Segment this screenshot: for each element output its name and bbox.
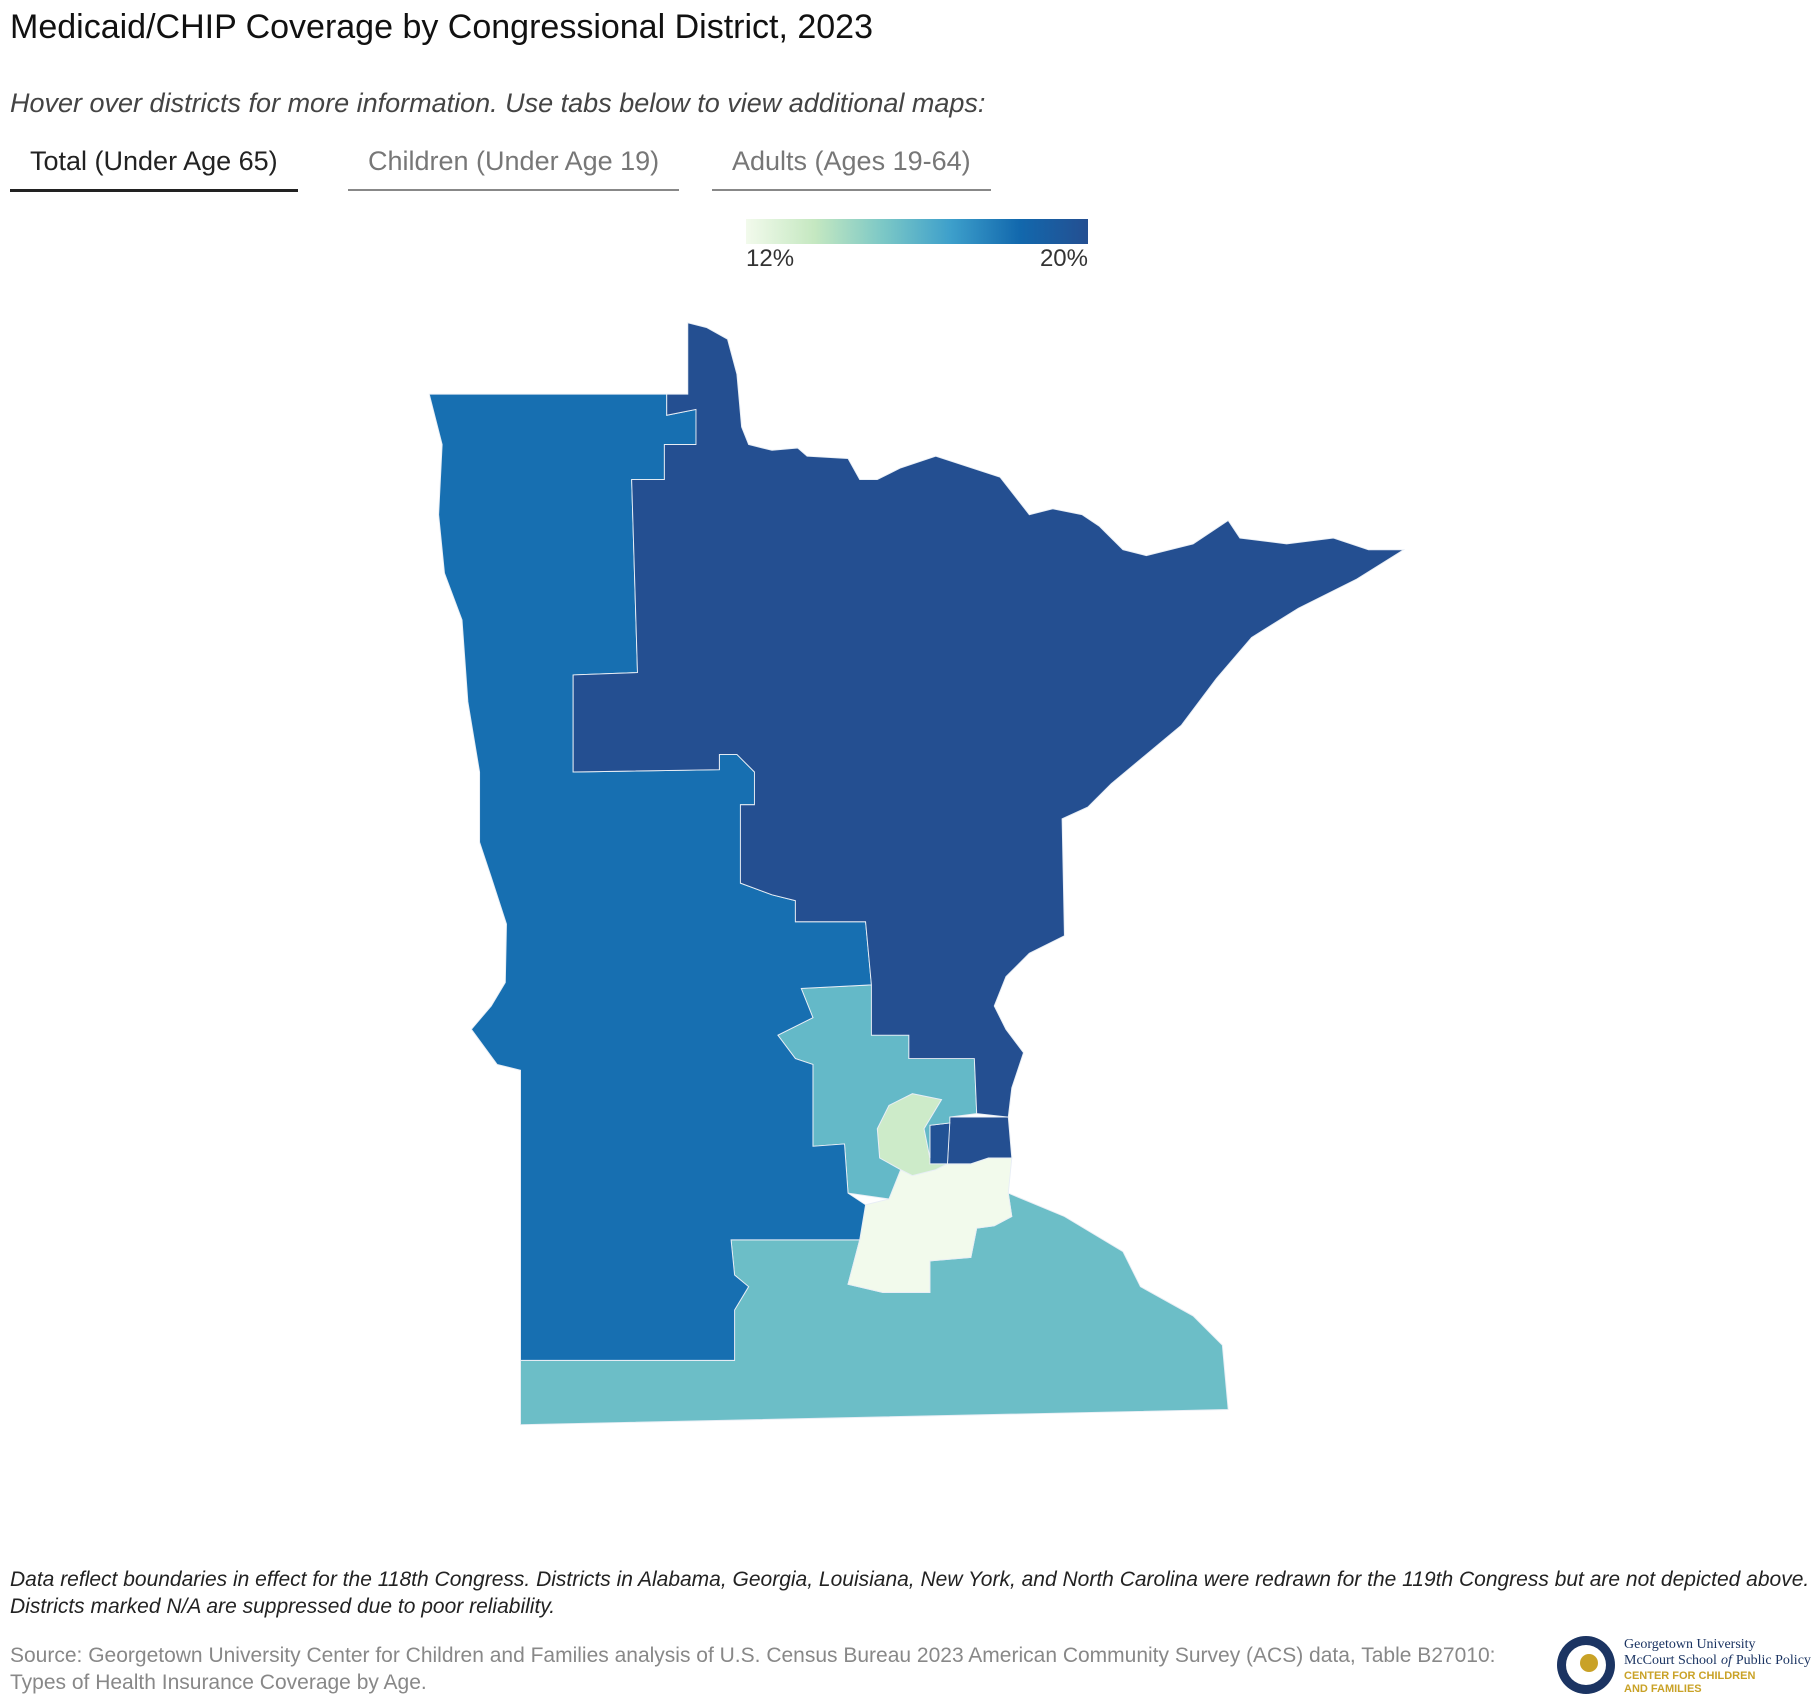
- logo-text: AND FAMILIES: [1624, 1683, 1702, 1695]
- logo-dot: [1580, 1654, 1598, 1672]
- color-bar: [746, 219, 1088, 244]
- source: Source: Georgetown University Center for…: [10, 1644, 1496, 1694]
- logo-text: of: [1721, 1653, 1734, 1668]
- subtitle: Hover over districts for more informatio…: [10, 88, 986, 118]
- tab[interactable]: Children (Under Age 19): [348, 146, 680, 191]
- tab[interactable]: Total (Under Age 65): [10, 146, 298, 192]
- logo-text: Public Policy: [1736, 1653, 1811, 1668]
- logo-text: McCourt School: [1624, 1653, 1717, 1668]
- logo-text: McCourt School of Public Policy: [1624, 1653, 1811, 1668]
- color-tick-label: 12%: [746, 245, 794, 272]
- district[interactable]: [946, 1116, 1013, 1165]
- districts: [428, 322, 1406, 1426]
- logo-text: CENTER FOR CHILDREN: [1624, 1670, 1755, 1682]
- note: Data reflect boundaries in effect for th…: [10, 1568, 1810, 1618]
- logo: Georgetown University McCourt School of Pu…: [1557, 1636, 1811, 1695]
- map: 12% 20%: [428, 219, 1406, 1426]
- color-tick-label: 20%: [1040, 245, 1088, 272]
- district[interactable]: [929, 1122, 951, 1165]
- logo-text: Georgetown University: [1624, 1637, 1756, 1652]
- tab[interactable]: Adults (Ages 19-64): [712, 146, 991, 191]
- district[interactable]: [572, 322, 1406, 1118]
- title: Medicaid/CHIP Coverage by Congressional …: [10, 8, 873, 46]
